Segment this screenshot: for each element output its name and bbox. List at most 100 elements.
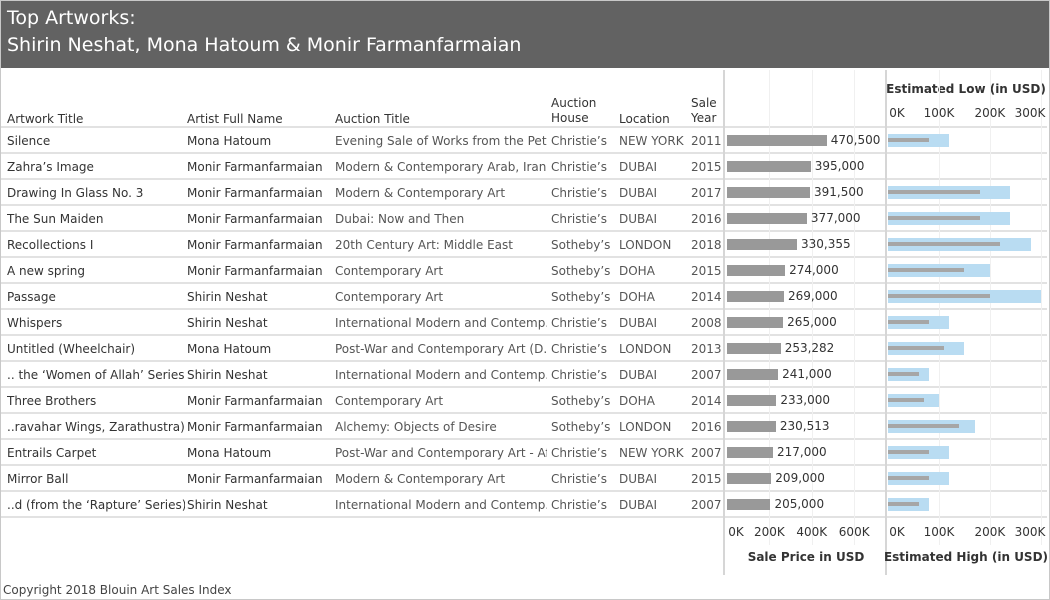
table-row[interactable]: Untitled (Wheelchair) Mona Hatoum Post-War… [0, 336, 1048, 362]
sale-price-bar[interactable] [727, 447, 773, 458]
sale-price-bar[interactable] [727, 239, 798, 250]
sale-price-bar[interactable] [727, 161, 811, 172]
sale-price-bar[interactable] [727, 213, 807, 224]
sale-price-label: 217,000 [777, 445, 827, 459]
copyright-text: Copyright 2018 Blouin Art Sales Index [3, 583, 232, 597]
header-location[interactable]: Location [619, 112, 670, 126]
sale-price-bar[interactable] [727, 265, 786, 276]
cell-artist: Monir Farmanfarmaian [187, 394, 323, 408]
row-divider [1, 282, 1047, 284]
estimated-low-bar[interactable] [888, 424, 960, 428]
sale-price-bar[interactable] [727, 291, 785, 302]
sale-price-bar[interactable] [727, 421, 776, 432]
sale-price-bar[interactable] [727, 187, 810, 198]
cell-artwork: Zahra’s Image [7, 160, 94, 174]
cell-auction: Alchemy: Objects of Desire [335, 420, 497, 434]
row-divider [1, 386, 1047, 388]
cell-artwork: ..ravahar Wings, Zarathustra) [7, 420, 185, 434]
cell-location: LONDON [619, 420, 672, 434]
sale-price-bar[interactable] [727, 395, 777, 406]
sale-price-bar[interactable] [727, 473, 772, 484]
table-row[interactable]: ..d (from the ‘Rapture’ Series) Shirin Ne… [0, 492, 1048, 518]
table-row[interactable]: Whispers Shirin Neshat International Moder… [0, 310, 1048, 336]
header-auction-house-line1: Auction [551, 96, 597, 110]
sale-gridline [854, 70, 856, 545]
table-row[interactable]: Silence Mona Hatoum Evening Sale of Works … [0, 128, 1048, 154]
cell-artwork: Passage [7, 290, 56, 304]
cell-artwork: Recollections I [7, 238, 94, 252]
table-row[interactable]: The Sun Maiden Monir Farmanfarmaian Dubai:… [0, 206, 1048, 232]
estimated-low-bar[interactable] [888, 320, 929, 324]
table-row[interactable]: Entrails Carpet Mona Hatoum Post-War and C… [0, 440, 1048, 466]
estimate-gridline [989, 70, 991, 545]
estimated-low-bar[interactable] [888, 502, 919, 506]
cell-year: 2011 [691, 134, 722, 148]
cell-year: 2013 [691, 342, 722, 356]
cell-artist: Monir Farmanfarmaian [187, 472, 323, 486]
estimated-low-bar[interactable] [888, 346, 945, 350]
sale-price-bar[interactable] [727, 135, 827, 146]
cell-artist: Mona Hatoum [187, 446, 272, 460]
header-artist[interactable]: Artist Full Name [187, 112, 283, 126]
estimated-low-tick: 200K [974, 106, 1006, 120]
cell-house: Christie’s [551, 368, 607, 382]
cell-house: Christie’s [551, 186, 607, 200]
sale-gridline [811, 70, 813, 545]
estimated-low-bar[interactable] [888, 450, 929, 454]
cell-artwork: A new spring [7, 264, 85, 278]
estimated-low-bar[interactable] [888, 242, 1001, 246]
estimated-low-bar[interactable] [888, 138, 929, 142]
estimated-low-bar[interactable] [888, 190, 980, 194]
cell-artist: Monir Farmanfarmaian [187, 264, 323, 278]
estimated-low-bar[interactable] [888, 476, 929, 480]
cell-artwork: Drawing In Glass No. 3 [7, 186, 144, 200]
table-row[interactable]: Drawing In Glass No. 3 Monir Farmanfarmai… [0, 180, 1048, 206]
sale-price-axis-title: Sale Price in USD [747, 550, 865, 564]
sale-price-bar[interactable] [727, 343, 781, 354]
sale-price-bar[interactable] [727, 317, 784, 328]
sale-price-label: 395,000 [814, 159, 865, 173]
cell-location: DUBAI [619, 316, 658, 330]
cell-artwork: Whispers [7, 316, 63, 330]
cell-artwork: Silence [7, 134, 51, 148]
sale-price-label: 330,355 [801, 237, 851, 251]
estimated-low-bar[interactable] [888, 216, 980, 220]
table-row[interactable]: Three Brothers Monir Farmanfarmaian Contem… [0, 388, 1048, 414]
estimated-low-bar[interactable] [888, 268, 965, 272]
header-auction-house[interactable]: Auction House [551, 96, 596, 126]
estimated-low-bar[interactable] [888, 398, 924, 402]
table-row[interactable]: Recollections I Monir Farmanfarmaian 20th … [0, 232, 1048, 258]
estimated-high-tick: 0K [889, 525, 905, 539]
cell-artist: Mona Hatoum [187, 342, 272, 356]
header-auction-title[interactable]: Auction Title [335, 112, 410, 126]
table-row[interactable]: Mirror Ball Monir Farmanfarmaian Modern & … [0, 466, 1048, 492]
estimated-low-bar[interactable] [888, 294, 990, 298]
cell-year: 2017 [691, 186, 722, 200]
row-divider [1, 178, 1047, 180]
cell-year: 2014 [691, 394, 722, 408]
table-row[interactable]: .. the ‘Women of Allah’ Series) Shirin Ne… [0, 362, 1048, 388]
table-row[interactable]: Passage Shirin Neshat Contemporary Art Soth… [0, 284, 1048, 310]
cell-artwork: .. the ‘Women of Allah’ Series) [7, 368, 185, 382]
table-row[interactable]: ..ravahar Wings, Zarathustra) Monir Farma… [0, 414, 1048, 440]
sale-price-bar[interactable] [727, 369, 779, 380]
cell-location: DUBAI [619, 368, 658, 382]
cell-auction: 20th Century Art: Middle East [335, 238, 513, 252]
header-sale-year[interactable]: Sale Year [691, 96, 717, 126]
sale-price-bar[interactable] [727, 499, 771, 510]
cell-year: 2007 [691, 498, 722, 512]
header-artwork-title[interactable]: Artwork Title [7, 112, 84, 126]
cell-location: DUBAI [619, 212, 658, 226]
estimated-low-bar[interactable] [888, 372, 919, 376]
header-sale-year-line1: Sale [691, 96, 717, 110]
cell-artist: Monir Farmanfarmaian [187, 420, 323, 434]
sale-price-label: 269,000 [788, 289, 838, 303]
cell-house: Sotheby’s [551, 290, 611, 304]
row-divider [1, 360, 1047, 362]
cell-year: 2007 [691, 368, 722, 382]
table-row[interactable]: A new spring Monir Farmanfarmaian Contempo… [0, 258, 1048, 284]
sale-price-tick: 0K [728, 525, 744, 539]
cell-location: DUBAI [619, 186, 658, 200]
table-row[interactable]: Zahra’s Image Monir Farmanfarmaian Modern … [0, 154, 1048, 180]
sale-price-label: 230,513 [779, 419, 830, 433]
